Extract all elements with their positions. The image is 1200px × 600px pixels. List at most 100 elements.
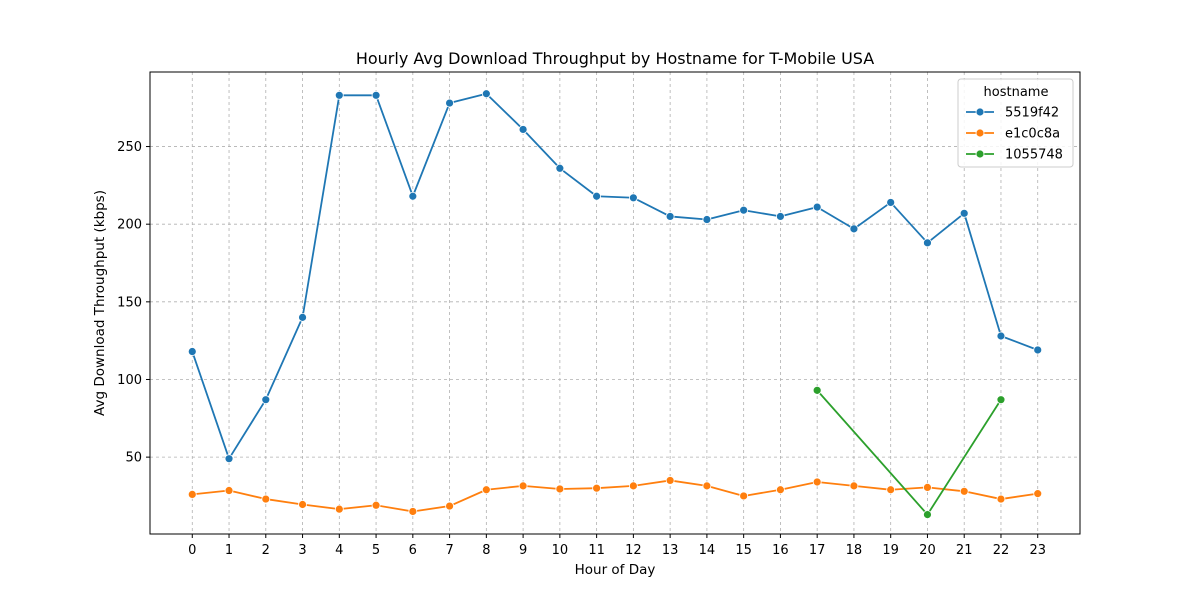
legend-entry: 1055748: [966, 148, 1063, 163]
y-axis-ticks: 50 100 150 200 250: [117, 140, 150, 466]
data-point: [261, 395, 271, 405]
legend-marker: [975, 149, 985, 159]
x-tick-label: 18: [846, 543, 863, 558]
chart-title: Hourly Avg Download Throughput by Hostna…: [356, 49, 874, 68]
y-tick-label: 250: [117, 140, 142, 155]
legend-label: 5519f42: [1005, 106, 1059, 121]
data-point: [739, 205, 749, 215]
data-point: [812, 477, 822, 487]
data-point: [812, 202, 822, 212]
data-point: [224, 454, 234, 464]
series-line: [192, 479, 1038, 513]
legend-entry: 5519f42: [966, 106, 1059, 121]
x-tick-label: 2: [262, 543, 270, 558]
y-axis-title: Avg Download Throughput (kbps): [92, 190, 108, 416]
x-tick-label: 12: [625, 543, 642, 558]
data-point: [187, 489, 197, 499]
data-point: [665, 476, 675, 485]
data-point: [592, 483, 602, 493]
series-e1c0c8a: [187, 476, 1043, 516]
data-point: [371, 90, 381, 100]
data-point: [628, 193, 638, 203]
data-point: [481, 89, 491, 99]
data-point: [555, 484, 565, 494]
data-point: [702, 481, 712, 491]
x-axis-title: Hour of Day: [575, 562, 656, 578]
data-point: [923, 510, 932, 519]
x-tick-label: 8: [482, 543, 490, 558]
data-point: [996, 494, 1006, 504]
x-tick-label: 4: [335, 543, 343, 558]
data-point: [849, 224, 859, 234]
data-point: [996, 331, 1006, 341]
data-point: [996, 395, 1006, 405]
y-tick-label: 50: [125, 451, 142, 466]
x-axis-ticks: 0 1 2 3 4 5 6 7 8 9 10 11 12 13 14 15 16 17 18 19 20 21 22 23: [188, 534, 1046, 558]
y-tick-label: 200: [117, 218, 142, 233]
data-point: [776, 485, 785, 495]
data-point: [445, 98, 454, 108]
x-tick-label: 11: [588, 543, 605, 558]
legend-box: [957, 78, 1074, 168]
data-point: [445, 501, 454, 511]
x-tick-label: 23: [1029, 543, 1046, 558]
x-tick-label: 22: [993, 543, 1010, 558]
legend-title: hostname: [984, 85, 1049, 100]
data-point: [1033, 345, 1043, 355]
data-point: [408, 507, 418, 516]
y-tick-label: 100: [117, 373, 142, 388]
data-point: [518, 481, 528, 491]
legend-marker: [975, 128, 985, 138]
series-line: [816, 389, 1002, 516]
data-point: [628, 481, 638, 491]
data-point: [702, 215, 712, 224]
x-tick-label: 20: [919, 543, 936, 558]
data-point: [665, 212, 675, 221]
legend-label: e1c0c8a: [1005, 127, 1060, 142]
x-tick-label: 7: [445, 543, 453, 558]
x-tick-label: 10: [552, 543, 569, 558]
legend-marker: [975, 107, 985, 117]
x-tick-label: 9: [519, 543, 527, 558]
data-point: [776, 212, 785, 221]
data-point: [1033, 489, 1043, 499]
legend-label: 1055748: [1005, 148, 1063, 163]
data-point: [371, 500, 381, 510]
y-tick-label: 150: [117, 295, 142, 310]
series-1055748: [812, 385, 1006, 519]
legend-entries: 5519f42 e1c0c8a 1055748: [966, 106, 1063, 163]
grid: [150, 72, 1080, 534]
data-point: [261, 494, 271, 504]
data-point: [739, 491, 749, 501]
x-tick-label: 13: [662, 543, 679, 558]
data-point: [849, 481, 859, 491]
x-tick-label: 19: [882, 543, 899, 558]
series-line: [191, 92, 1039, 460]
data-point: [959, 486, 969, 496]
x-tick-label: 5: [372, 543, 380, 558]
x-tick-label: 14: [699, 543, 716, 558]
x-tick-label: 3: [298, 543, 306, 558]
series-5519f42: [187, 89, 1043, 464]
data-point: [334, 90, 344, 100]
x-tick-label: 1: [225, 543, 233, 558]
data-point: [812, 385, 822, 395]
x-tick-label: 6: [409, 543, 417, 558]
data-point: [959, 208, 969, 218]
data-point: [408, 191, 418, 201]
data-point: [187, 347, 197, 356]
data-point: [923, 483, 932, 492]
x-tick-label: 17: [809, 543, 826, 558]
data-point: [298, 312, 307, 322]
x-tick-label: 0: [188, 543, 196, 558]
data-point: [518, 125, 528, 134]
data-point: [481, 485, 491, 495]
plot-frame: [149, 71, 1081, 535]
x-tick-label: 21: [956, 543, 973, 558]
x-tick-label: 15: [735, 543, 752, 558]
data-point: [334, 504, 344, 514]
legend: hostname 5519f42 e1c0c8a 1055748: [957, 78, 1074, 168]
data-point: [555, 163, 565, 173]
